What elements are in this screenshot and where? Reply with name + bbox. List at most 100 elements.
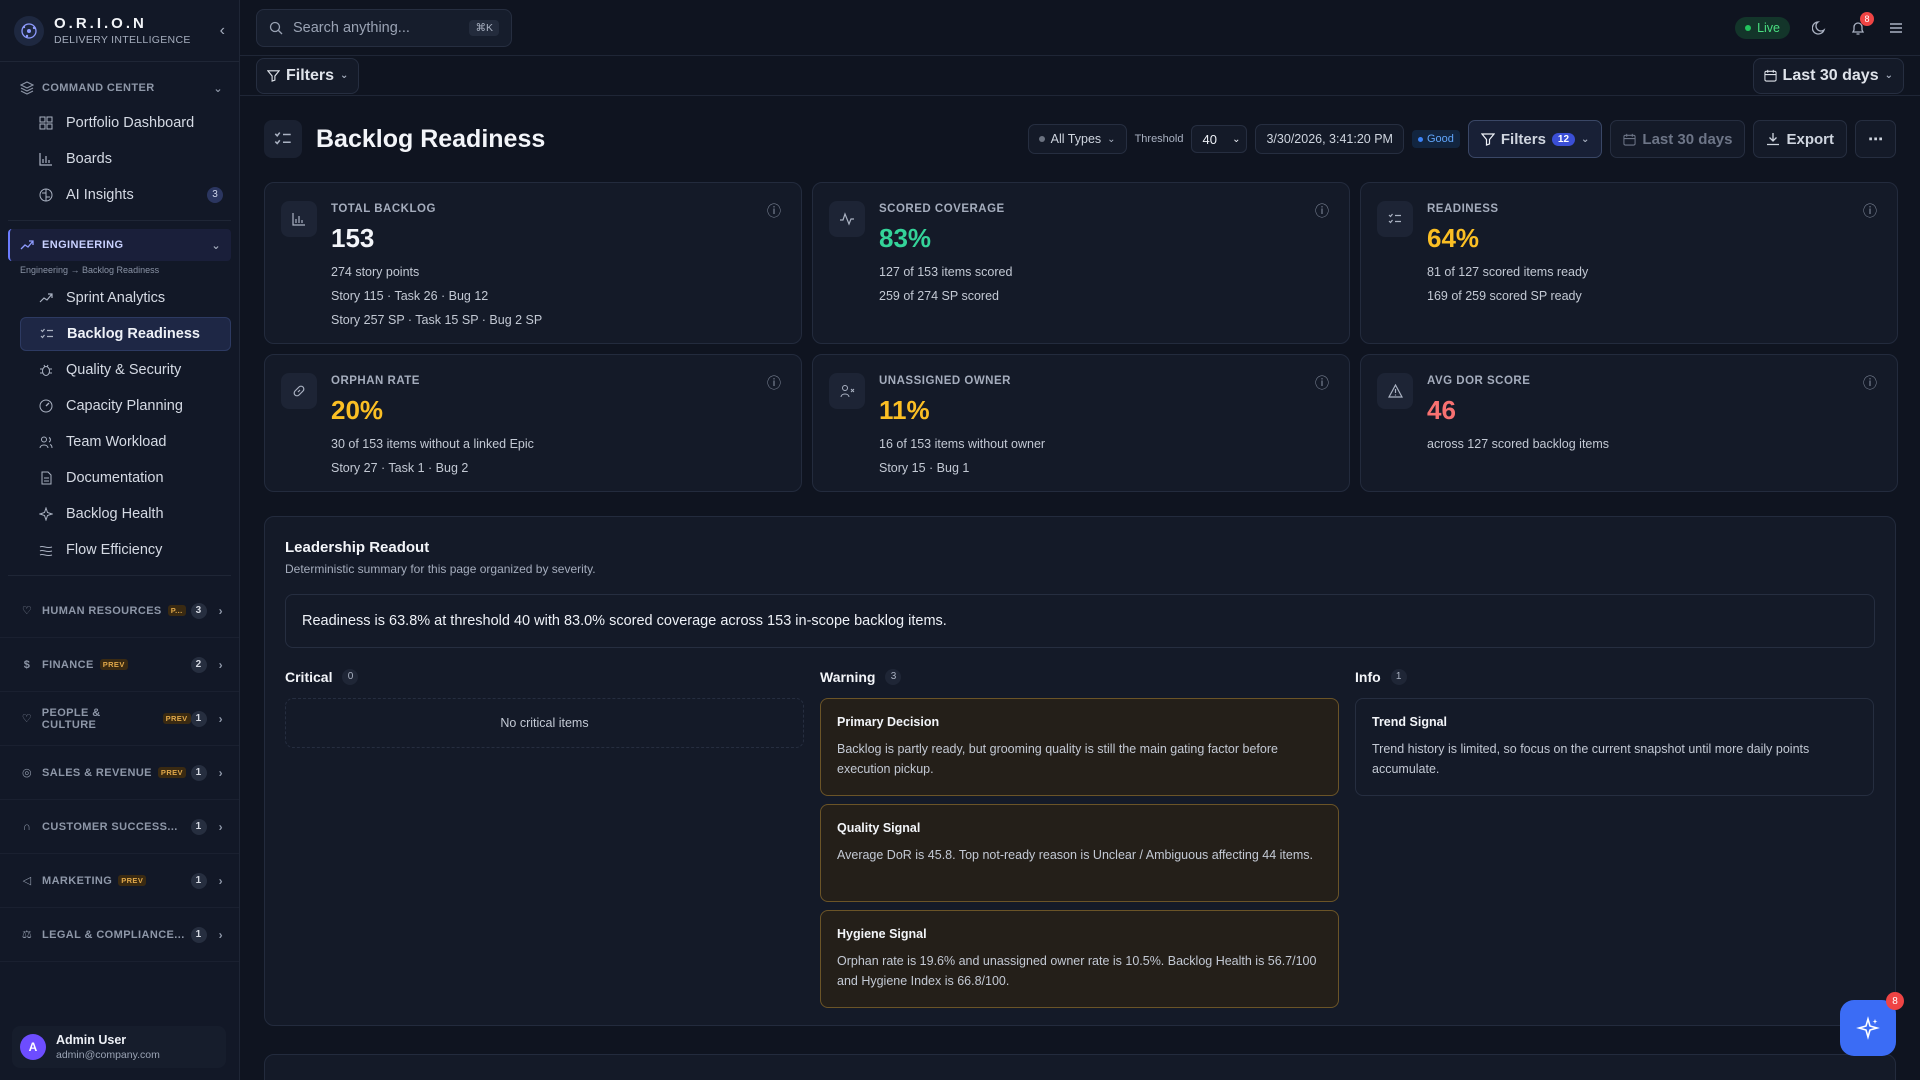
live-dot (1745, 24, 1752, 31)
divider (8, 220, 231, 221)
section-legal-compliance[interactable]: ⚖ LEGAL & COMPLIANCE... 1 › (0, 908, 239, 962)
timestamp-text: 3/30/2026, 3:41:20 PM (1266, 132, 1393, 146)
ai-assistant-button[interactable]: 8 (1840, 992, 1904, 1056)
type-filter-dropdown[interactable]: All Types ⌄ (1027, 124, 1127, 154)
section-sales-revenue[interactable]: ◎ SALES & REVENUE PREV 1 › (0, 746, 239, 800)
sidebar-item-flow-efficiency[interactable]: Flow Efficiency (20, 533, 231, 567)
kpi-detail: 127 of 153 items scored (879, 265, 1013, 279)
sidebar-item-portfolio-dashboard[interactable]: Portfolio Dashboard (20, 106, 231, 140)
kpi-label: READINESS (1427, 203, 1499, 215)
chevron-right-icon: › (218, 711, 223, 726)
kpi-detail: Story 257 SP · Task 15 SP · Bug 2 SP (331, 313, 543, 327)
user-profile[interactable]: A Admin User admin@company.com (12, 1026, 226, 1068)
filter-icon (267, 69, 280, 82)
threshold-select[interactable]: 40 ⌄ (1191, 125, 1248, 153)
sidebar-item-sprint-analytics[interactable]: Sprint Analytics (20, 281, 231, 315)
section-customer-success[interactable]: ∩ CUSTOMER SUCCESS... 1 › (0, 800, 239, 854)
sidebar-item-quality-security[interactable]: Quality & Security (20, 353, 231, 387)
kpi-detail: Story 15 · Bug 1 (879, 461, 970, 475)
page-header: Backlog Readiness All Types ⌄ Threshold … (264, 96, 1896, 182)
info-icon[interactable]: ⓘ (1863, 203, 1877, 219)
chevron-down-icon: ⌄ (213, 82, 223, 95)
collapse-sidebar-icon[interactable]: ‹ (219, 21, 225, 39)
sidebar-item-backlog-health[interactable]: Backlog Health (20, 497, 231, 531)
chevron-right-icon: › (218, 603, 223, 618)
sidebar-item-label: Documentation (66, 470, 164, 486)
kpi-label: SCORED COVERAGE (879, 203, 1005, 215)
more-horizontal-icon: ⋯ (1868, 131, 1883, 148)
chevron-down-icon: ⌄ (340, 70, 349, 81)
orion-logo-icon (14, 15, 44, 46)
date-range-button[interactable]: Last 30 days (1610, 120, 1746, 158)
item-title: Trend Signal (1372, 715, 1448, 729)
column-label: Warning (820, 669, 876, 685)
preview-badge: PREV (99, 659, 128, 670)
count-badge: 1 (190, 818, 207, 835)
sidebar-item-team-workload[interactable]: Team Workload (20, 425, 231, 459)
notifications-bell-icon[interactable]: 8 (1850, 11, 1874, 36)
empty-state: No critical items (285, 698, 804, 748)
chevron-down-icon: ⌄ (1884, 70, 1893, 81)
headset-icon: ∩ (22, 820, 32, 833)
sidebar-item-capacity-planning[interactable]: Capacity Planning (20, 389, 231, 423)
sidebar-item-label: Team Workload (66, 434, 167, 450)
kpi-card-scored-coverage: SCORED COVERAGE 83% 127 of 153 items sco… (812, 182, 1350, 344)
sidebar-item-boards[interactable]: Boards (20, 142, 231, 176)
count-badge: 3 (190, 602, 207, 619)
section-human-resources[interactable]: ♡ HUMAN RESOURCES P... 3 › (0, 584, 239, 638)
kpi-value: 46 (1427, 395, 1456, 425)
kpi-value: 83% (879, 223, 932, 253)
section-command-center[interactable]: COMMAND CENTER ⌄ (0, 72, 239, 104)
next-section-card (264, 1054, 1896, 1080)
dollar-icon: $ (23, 658, 31, 671)
global-date-range-button[interactable]: Last 30 days ⌄ (1752, 57, 1904, 94)
section-marketing[interactable]: ◁ MARKETING PREV 1 › (0, 854, 239, 908)
search-input[interactable]: Search anything... ⌘K (256, 8, 512, 47)
info-icon[interactable]: ⓘ (767, 375, 781, 391)
doc-icon (38, 470, 54, 486)
export-button[interactable]: Export (1753, 120, 1847, 158)
type-filter-label: All Types (1050, 132, 1102, 146)
section-finance[interactable]: $ FINANCE PREV 2 › (0, 638, 239, 692)
avatar: A (20, 1034, 46, 1060)
topbar: Search anything... ⌘K Live 8 (240, 0, 1920, 56)
sidebar-item-ai-insights[interactable]: AI Insights 3 (20, 178, 231, 212)
chevron-right-icon: › (218, 873, 223, 888)
activity-icon (829, 201, 865, 237)
filters-count-badge: 12 (1551, 132, 1576, 146)
section-label: HUMAN RESOURCES (42, 604, 162, 617)
section-engineering[interactable]: ENGINEERING ⌄ (8, 229, 231, 261)
info-icon[interactable]: ⓘ (1315, 375, 1329, 391)
alert-triangle-icon (1377, 373, 1413, 409)
warning-column: Warning 3 Primary Decision Backlog is pa… (820, 666, 1339, 1016)
item-body: Trend history is limited, so focus on th… (1372, 742, 1810, 776)
column-count: 3 (885, 669, 902, 685)
count-badge: 1 (190, 710, 207, 727)
calendar-icon (1763, 69, 1777, 82)
kpi-detail: 169 of 259 scored SP ready (1427, 289, 1582, 303)
more-options-button[interactable]: ⋯ (1855, 120, 1896, 158)
download-icon (1766, 132, 1780, 146)
theme-toggle-moon-icon[interactable] (1812, 20, 1828, 36)
search-placeholder: Search anything... (293, 19, 410, 36)
info-icon[interactable]: ⓘ (1315, 203, 1329, 219)
count-badge: 1 (190, 872, 207, 889)
chevron-down-icon: ⌄ (211, 239, 221, 252)
kpi-detail: Story 27 · Task 1 · Bug 2 (331, 461, 469, 475)
sidebar-item-documentation[interactable]: Documentation (20, 461, 231, 495)
kpi-card-total-backlog: TOTAL BACKLOG 153 274 story points Story… (264, 182, 802, 344)
page-filters-button[interactable]: Filters 12 ⌄ (1467, 120, 1603, 158)
section-people-culture[interactable]: ♡ PEOPLE & CULTURE PREV 1 › (0, 692, 239, 746)
sidebar-item-label: Flow Efficiency (66, 542, 163, 558)
kpi-label: AVG DOR SCORE (1427, 375, 1531, 387)
chevron-down-icon: ⌄ (1107, 133, 1116, 145)
filters-label: Filters (286, 66, 335, 84)
bug-icon (38, 362, 54, 378)
sidebar-item-backlog-readiness[interactable]: Backlog Readiness (20, 317, 231, 351)
global-filters-button[interactable]: Filters ⌄ (256, 57, 360, 94)
menu-icon[interactable] (1888, 20, 1904, 36)
kpi-label: TOTAL BACKLOG (331, 203, 436, 215)
info-icon[interactable]: ⓘ (767, 203, 781, 219)
section-label: FINANCE (42, 658, 94, 671)
info-icon[interactable]: ⓘ (1863, 375, 1877, 391)
